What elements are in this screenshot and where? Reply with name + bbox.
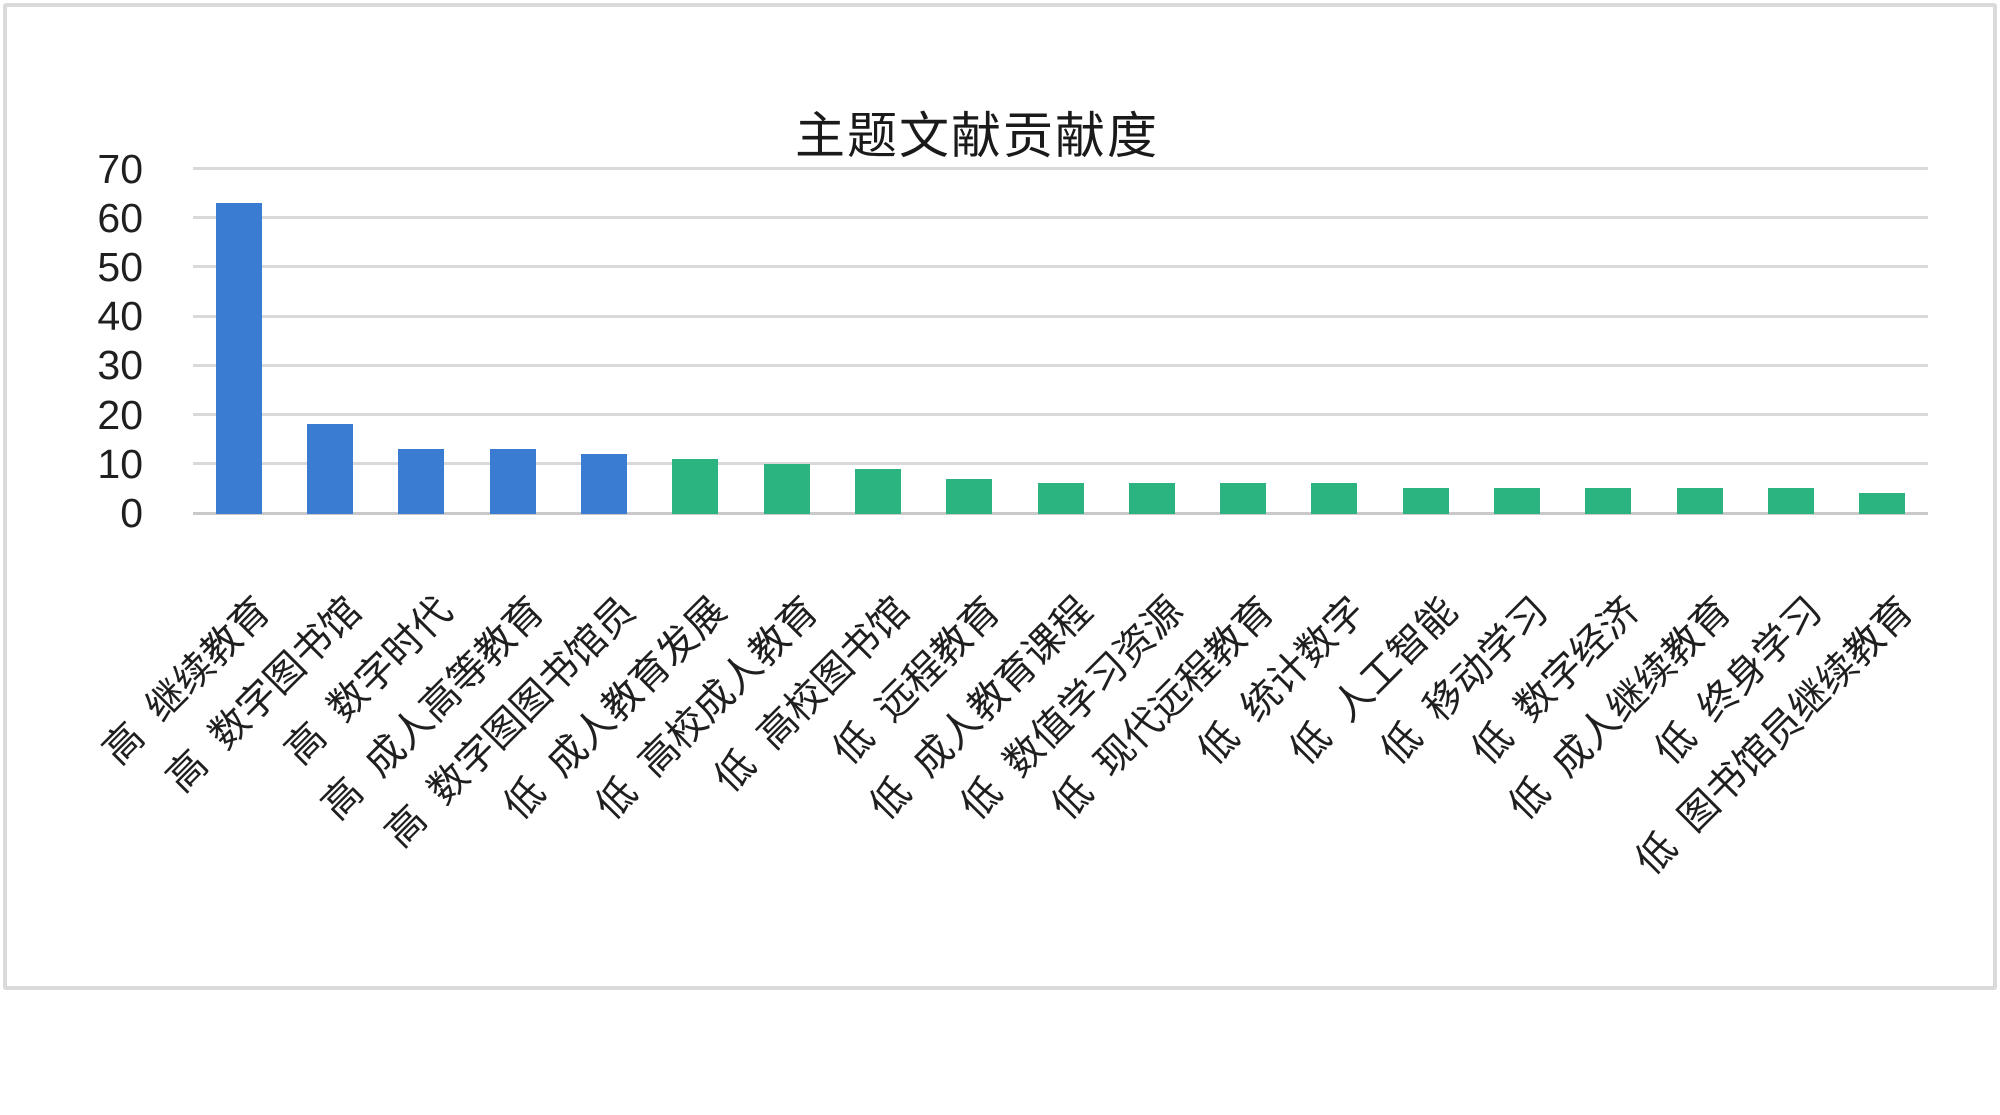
bar: [672, 458, 719, 514]
bar: [763, 463, 810, 514]
y-axis-tick-label: 40: [97, 293, 143, 340]
bar: [580, 453, 627, 514]
bar: [398, 449, 445, 514]
bar: [1585, 488, 1632, 514]
bar: [1859, 493, 1906, 514]
bar: [1128, 483, 1175, 514]
bar: [1037, 483, 1084, 514]
bar: [1220, 483, 1267, 514]
gridline: [193, 462, 1928, 466]
bar: [946, 478, 993, 514]
y-axis-tick-label: 70: [97, 145, 143, 192]
bar: [854, 468, 901, 514]
bar: [215, 202, 262, 514]
gridline: [193, 216, 1928, 220]
chart-title: 主题文献贡献度: [795, 108, 1159, 164]
y-axis-tick-label: 60: [97, 194, 143, 241]
bar: [1676, 488, 1723, 514]
bar: [489, 449, 536, 514]
gridline: [193, 413, 1928, 417]
y-axis-tick-label: 0: [120, 490, 143, 536]
gridline: [193, 363, 1928, 367]
y-axis-tick-label: 50: [97, 243, 143, 290]
gridline: [193, 314, 1928, 318]
bar: [306, 424, 353, 514]
bar: [1494, 488, 1541, 514]
chart-canvas: 主题文献贡献度 0 10 20 30 40 50 60 70 高 继续教育高 数字图书馆高 数字…: [3, 3, 1997, 990]
gridline: [193, 265, 1928, 269]
gridline: [193, 167, 1928, 170]
bar: [1768, 488, 1815, 514]
y-axis-tick-label: 10: [97, 440, 143, 487]
y-axis-tick-label: 30: [97, 342, 143, 389]
bar: [1311, 483, 1358, 514]
bar: [1402, 488, 1449, 514]
y-axis-tick-label: 20: [97, 391, 143, 438]
